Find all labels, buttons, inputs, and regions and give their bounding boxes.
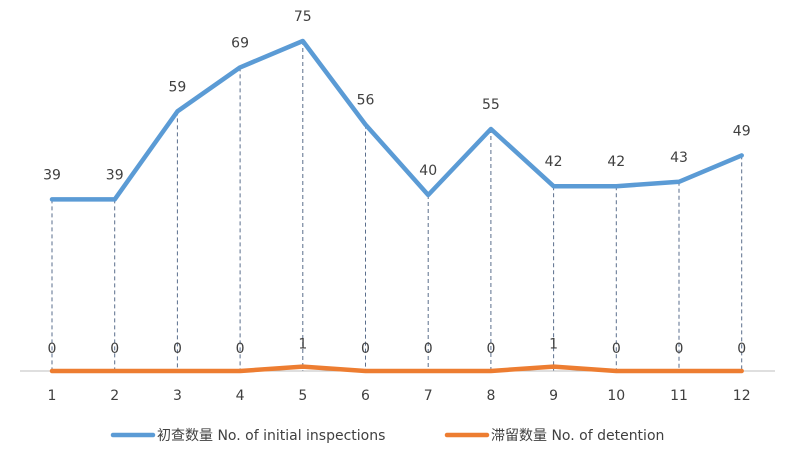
x-tick-label: 9: [549, 388, 558, 404]
data-label-initial-inspections: 69: [231, 35, 249, 51]
legend-label-initial-inspections: 初查数量 No. of initial inspections: [157, 427, 385, 444]
data-labels: 39 39 59 69 75 56 40 55 42 42 43 49 0 0 0 0 1 0 0 0 1 0 0 0: [43, 9, 751, 357]
data-label-detention: 0: [361, 341, 370, 357]
x-tick-label: 2: [110, 388, 119, 404]
data-label-detention: 0: [110, 341, 119, 357]
x-tick-label: 1: [48, 388, 57, 404]
series-line-initial-inspections: [49, 38, 744, 202]
data-label-initial-inspections: 43: [670, 150, 688, 166]
data-label-initial-inspections: 56: [357, 93, 375, 109]
data-label-initial-inspections: 49: [733, 123, 751, 139]
drop-lines: [51, 41, 743, 371]
x-tick-label: 12: [733, 388, 751, 404]
x-tick-label: 5: [298, 388, 307, 404]
data-label-detention: 0: [173, 341, 182, 357]
x-tick-label: 6: [361, 388, 370, 404]
legend-label-detention: 滞留数量 No. of detention: [491, 428, 664, 444]
x-tick-label: 11: [670, 388, 688, 404]
data-label-detention: 0: [48, 341, 57, 357]
data-label-detention: 0: [612, 341, 621, 357]
data-label-initial-inspections: 75: [294, 9, 312, 25]
series-layer: [49, 38, 744, 374]
data-label-detention: 1: [549, 337, 558, 353]
x-tick-label: 7: [424, 388, 433, 404]
data-label-initial-inspections: 42: [607, 154, 625, 170]
data-label-detention: 1: [298, 337, 307, 353]
legend: 初查数量 No. of initial inspections 滞留数量 No.…: [110, 427, 664, 444]
data-label-detention: 0: [737, 341, 746, 357]
legend-entry-detention: 滞留数量 No. of detention: [444, 428, 664, 444]
x-axis-ticks: 1 2 3 4 5 6 7 8 9 10 11 12: [48, 388, 751, 404]
series-line-detention: [49, 364, 744, 374]
data-label-initial-inspections: 39: [106, 167, 124, 183]
x-tick-label: 3: [173, 388, 182, 404]
x-tick-label: 4: [236, 388, 245, 404]
x-tick-label: 8: [486, 388, 495, 404]
legend-entry-initial-inspections: 初查数量 No. of initial inspections: [110, 427, 385, 444]
data-label-detention: 0: [675, 341, 684, 357]
data-label-detention: 0: [236, 341, 245, 357]
data-label-initial-inspections: 40: [419, 163, 437, 179]
data-label-initial-inspections: 59: [168, 79, 186, 95]
data-label-initial-inspections: 39: [43, 167, 61, 183]
data-label-detention: 0: [486, 341, 495, 357]
x-tick-label: 10: [607, 388, 625, 404]
data-label-detention: 0: [424, 341, 433, 357]
data-label-initial-inspections: 55: [482, 97, 500, 113]
data-label-initial-inspections: 42: [545, 154, 563, 170]
